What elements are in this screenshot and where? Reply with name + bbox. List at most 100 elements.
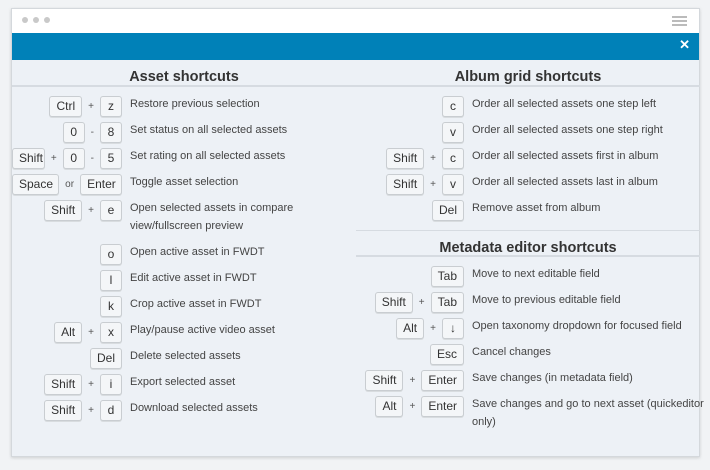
shortcut-description: Save changes and go to next asset (quick… xyxy=(472,398,704,428)
shortcut-keys: Shift + v xyxy=(356,174,464,195)
dialog-header: ✕ xyxy=(12,33,699,60)
asset-shortcuts-section: Asset shortcuts Ctrl + z Restore previous s… xyxy=(12,60,356,421)
key-cap: 0 xyxy=(62,148,85,169)
shortcut-row: Shift + Enter Save changes (in metadata fie… xyxy=(356,370,710,391)
shortcut-description: Open active asset in FWDT xyxy=(130,246,265,258)
shortcut-row: Alt + Enter Save changes and go to next ass… xyxy=(356,396,710,431)
window-dot[interactable] xyxy=(33,17,39,23)
key-separator: + xyxy=(409,401,416,412)
key-cap: Enter xyxy=(80,174,122,195)
key-cap: Shift xyxy=(365,370,404,391)
shortcut-row: Shift + e Open selected assets in compare v… xyxy=(12,200,340,235)
key-cap: Tab xyxy=(430,266,464,287)
key-cap: Shift xyxy=(44,374,83,395)
arrow-down-icon: ↓ xyxy=(442,318,464,339)
key-cap: Del xyxy=(89,348,122,369)
key-separator: + xyxy=(88,327,94,338)
key-separator: + xyxy=(88,101,94,112)
shortcut-row: Del Delete selected assets xyxy=(12,348,340,369)
shortcut-keys: Shift + Enter xyxy=(356,370,464,391)
shortcut-keys: Space or Enter xyxy=(12,174,122,195)
key-cap: k xyxy=(100,296,122,317)
shortcut-description: Play/pause active video asset xyxy=(130,324,275,336)
key-cap: Shift xyxy=(44,200,83,221)
shortcut-row: Alt + ↓ Open taxonomy dropdown for focused … xyxy=(356,318,710,339)
hamburger-icon[interactable] xyxy=(672,16,687,28)
key-cap: Space xyxy=(12,174,60,195)
key-cap: Alt xyxy=(54,322,83,343)
key-cap: i xyxy=(100,374,122,395)
key-separator: or xyxy=(65,179,75,190)
key-cap: 5 xyxy=(100,148,122,169)
shortcut-keys: Alt + x xyxy=(12,322,122,343)
shortcut-description: Order all selected assets one step right xyxy=(472,124,663,136)
shortcut-row: Esc Cancel changes xyxy=(356,344,710,365)
key-cap: Enter xyxy=(421,396,464,417)
shortcut-row: Shift + v Order all selected assets last in… xyxy=(356,174,710,195)
key-cap: c xyxy=(442,96,464,117)
key-cap: 8 xyxy=(100,122,122,143)
shortcut-keys: o xyxy=(12,244,122,265)
key-separator: + xyxy=(50,153,57,164)
shortcut-row: k Crop active asset in FWDT xyxy=(12,296,340,317)
shortcut-description: Edit active asset in FWDT xyxy=(130,272,257,284)
shortcut-description: Download selected assets xyxy=(130,402,258,414)
key-cap: Shift xyxy=(44,400,83,421)
key-separator: + xyxy=(88,205,94,216)
shortcut-description: Export selected asset xyxy=(130,376,236,388)
shortcut-description: Restore previous selection xyxy=(130,98,260,110)
shortcut-description: Order all selected assets one step left xyxy=(472,98,657,110)
key-separator: + xyxy=(418,297,425,308)
shortcut-row: l Edit active asset in FWDT xyxy=(12,270,340,291)
shortcut-keys: Del xyxy=(12,348,122,369)
metadata-shortcuts-section: Metadata editor shortcuts Tab Move to nex… xyxy=(356,230,704,428)
shortcut-keys: Tab xyxy=(356,266,464,287)
shortcut-keys: v xyxy=(356,122,464,143)
shortcut-description: Set rating on all selected assets xyxy=(130,150,286,162)
window-controls xyxy=(22,17,50,23)
shortcut-row: Ctrl + z Restore previous selection xyxy=(12,96,340,117)
shortcut-row: Shift +0-5 Set rating on all selected asse… xyxy=(12,148,340,169)
key-cap: v xyxy=(442,122,464,143)
title-bar xyxy=(12,9,699,33)
key-cap: x xyxy=(100,322,122,343)
shortcut-keys: Shift + d xyxy=(12,400,122,421)
key-separator: + xyxy=(409,375,416,386)
key-separator: + xyxy=(430,179,436,190)
shortcut-keys: Shift + e xyxy=(12,200,122,221)
shortcut-keys: c xyxy=(356,96,464,117)
key-cap: Alt xyxy=(375,396,404,417)
shortcut-row: Shift + Tab Move to previous editable field xyxy=(356,292,710,313)
shortcut-row: 0-8 Set status on all selected assets xyxy=(12,122,340,143)
shortcut-keys: l xyxy=(12,270,122,291)
key-cap: Alt xyxy=(396,318,425,339)
window-dot[interactable] xyxy=(22,17,28,23)
key-cap: o xyxy=(100,244,122,265)
key-cap: z xyxy=(100,96,122,117)
shortcut-keys: Del xyxy=(356,200,464,221)
shortcut-row: v Order all selected assets one step righ… xyxy=(356,122,710,143)
shortcut-keys: Alt + Enter xyxy=(356,396,464,417)
shortcuts-window: ✕ Asset shortcuts Ctrl + z Restore previous… xyxy=(11,8,704,457)
shortcut-description: Crop active asset in FWDT xyxy=(130,298,262,310)
key-cap: Tab xyxy=(430,292,464,313)
window-dot[interactable] xyxy=(44,17,50,23)
key-cap: Shift xyxy=(386,148,425,169)
shortcut-keys: 0-8 xyxy=(12,122,122,143)
shortcut-description: Move to previous editable field xyxy=(472,294,621,306)
shortcut-description: Open selected assets in compare view/ful… xyxy=(130,202,294,232)
shortcut-row: Alt + x Play/pause active video asset xyxy=(12,322,340,343)
shortcut-description: Save changes (in metadata field) xyxy=(472,372,633,384)
shortcut-description: Set status on all selected assets xyxy=(130,124,288,136)
close-icon[interactable]: ✕ xyxy=(679,37,690,52)
key-cap: Enter xyxy=(421,370,464,391)
key-cap: l xyxy=(100,270,122,291)
shortcut-row: o Open active asset in FWDT xyxy=(12,244,340,265)
key-cap: Shift xyxy=(12,148,45,169)
key-cap: Esc xyxy=(429,344,464,365)
key-separator: - xyxy=(90,127,94,138)
shortcut-row: c Order all selected assets one step left xyxy=(356,96,710,117)
section-title: Album grid shortcuts xyxy=(356,60,700,87)
key-cap: Del xyxy=(431,200,464,221)
shortcut-keys: Esc xyxy=(356,344,464,365)
